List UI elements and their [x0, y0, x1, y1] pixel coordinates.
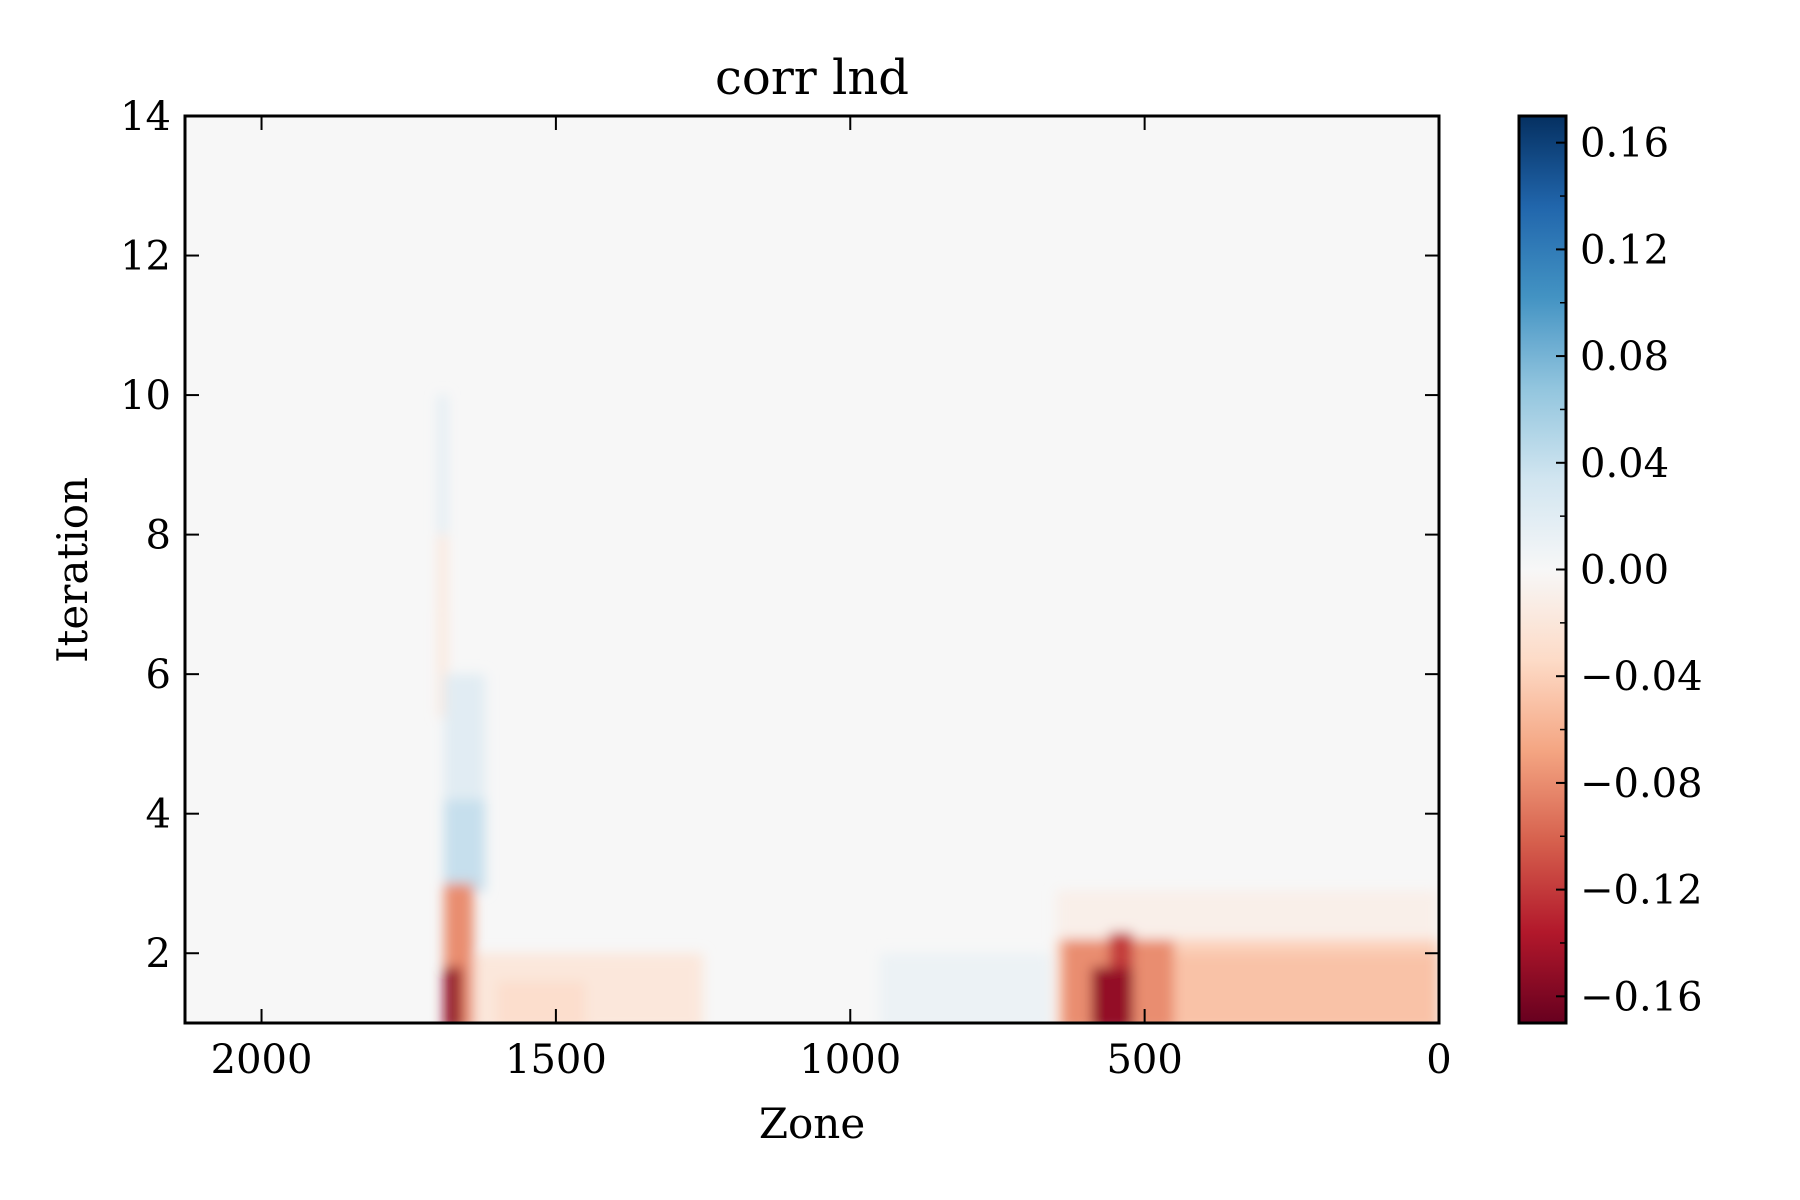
heatmap-region — [444, 799, 486, 892]
plot-background — [185, 116, 1439, 1023]
x-tick-label: 1500 — [505, 1037, 607, 1083]
y-tick-label: 6 — [146, 652, 171, 698]
heatmap-region — [497, 981, 586, 1023]
y-tick-label: 12 — [120, 234, 171, 280]
heatmap-region — [879, 953, 1051, 1023]
colorbar-axis: 0.16 0.12 0.08 0.04 0.00 −0.04 −0.08 −0.12 −0.16 — [1556, 121, 1703, 1020]
x-tick-label: 500 — [1106, 1037, 1182, 1083]
colorbar-tick-label: 0.00 — [1580, 548, 1669, 594]
x-tick-label: 1000 — [799, 1037, 901, 1083]
colorbar-tick-label: −0.12 — [1580, 868, 1703, 914]
y-axis-title: Iteration — [48, 477, 97, 663]
heatmap-region — [1174, 953, 1439, 1023]
chart-title: corr lnd — [715, 50, 909, 106]
heatmap-cells — [438, 395, 1439, 1023]
colorbar-tick-label: 0.16 — [1580, 121, 1669, 167]
colorbar-tick-label: −0.08 — [1580, 761, 1703, 807]
heatmap-region — [438, 534, 447, 718]
colorbar-tick-label: 0.08 — [1580, 334, 1669, 380]
y-tick-label: 4 — [146, 792, 171, 838]
colorbar-tick-label: −0.04 — [1580, 654, 1703, 700]
x-tick-label: 2000 — [211, 1037, 313, 1083]
y-tick-label: 14 — [120, 94, 171, 140]
x-axis: 2000 1500 1000 500 0 — [211, 116, 1452, 1083]
x-axis-title: Zone — [759, 1099, 865, 1148]
y-tick-label: 8 — [146, 513, 171, 559]
heatmap-region — [1091, 967, 1133, 1023]
heatmap-region — [444, 967, 462, 1023]
heatmap-region — [1109, 932, 1133, 969]
y-tick-label: 10 — [120, 373, 171, 419]
y-axis: 2 4 6 8 10 12 14 — [120, 94, 1439, 977]
plot-frame — [183, 114, 1441, 1025]
colorbar-tick-label: 0.12 — [1580, 227, 1669, 273]
heatmap-region — [438, 395, 447, 613]
colorbar-tick-label: 0.04 — [1580, 441, 1669, 487]
colorbar-tick-label: −0.16 — [1580, 974, 1703, 1020]
y-tick-label: 2 — [146, 931, 171, 977]
x-tick-label: 0 — [1426, 1037, 1451, 1083]
